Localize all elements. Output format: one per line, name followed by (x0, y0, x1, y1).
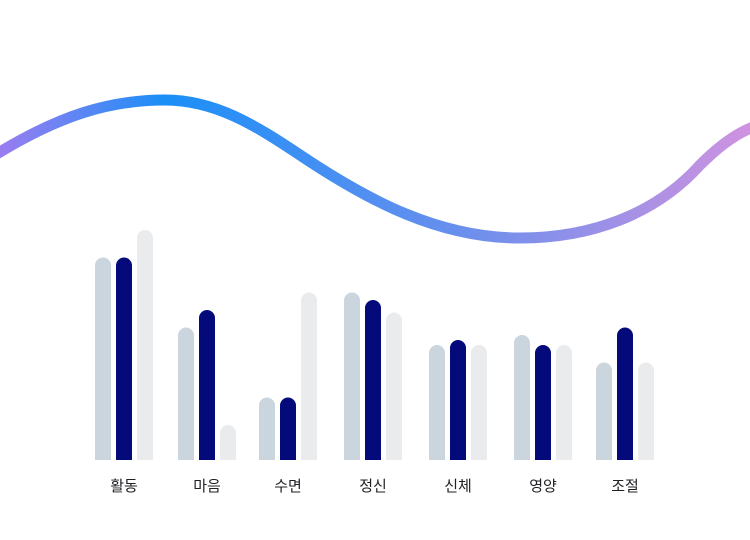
category-label: 활동 (110, 477, 138, 495)
bar-정신-series-1 (344, 292, 360, 460)
bar-정신-series-3 (386, 312, 402, 460)
bar-신체-series-2 (450, 340, 466, 460)
bar-영양-series-3 (556, 345, 572, 460)
bar-수면-series-3 (301, 292, 317, 460)
category-label: 영양 (529, 477, 557, 495)
bar-마음-series-2 (199, 310, 215, 460)
bars-layer (95, 230, 654, 460)
bar-활동-series-2 (116, 257, 132, 460)
bar-활동-series-3 (137, 230, 153, 460)
bar-조절-series-2 (617, 327, 633, 460)
bar-마음-series-3 (220, 425, 236, 460)
bar-수면-series-2 (280, 397, 296, 460)
bar-영양-series-2 (535, 345, 551, 460)
bar-수면-series-1 (259, 397, 275, 460)
category-label: 수면 (274, 477, 302, 495)
category-label: 정신 (359, 477, 387, 495)
bar-신체-series-1 (429, 345, 445, 460)
bar-마음-series-1 (178, 327, 194, 460)
decorative-wave (0, 94, 750, 244)
bar-조절-series-3 (638, 362, 654, 460)
bar-조절-series-1 (596, 362, 612, 460)
category-labels: 활동 마음 수면 정신 신체 영양 조절 (110, 477, 639, 495)
category-label: 신체 (444, 477, 472, 495)
bar-영양-series-1 (514, 335, 530, 460)
bar-정신-series-2 (365, 300, 381, 460)
category-label: 마음 (193, 477, 221, 495)
bar-활동-series-1 (95, 257, 111, 460)
bar-신체-series-3 (471, 345, 487, 460)
category-label: 조절 (611, 477, 639, 495)
